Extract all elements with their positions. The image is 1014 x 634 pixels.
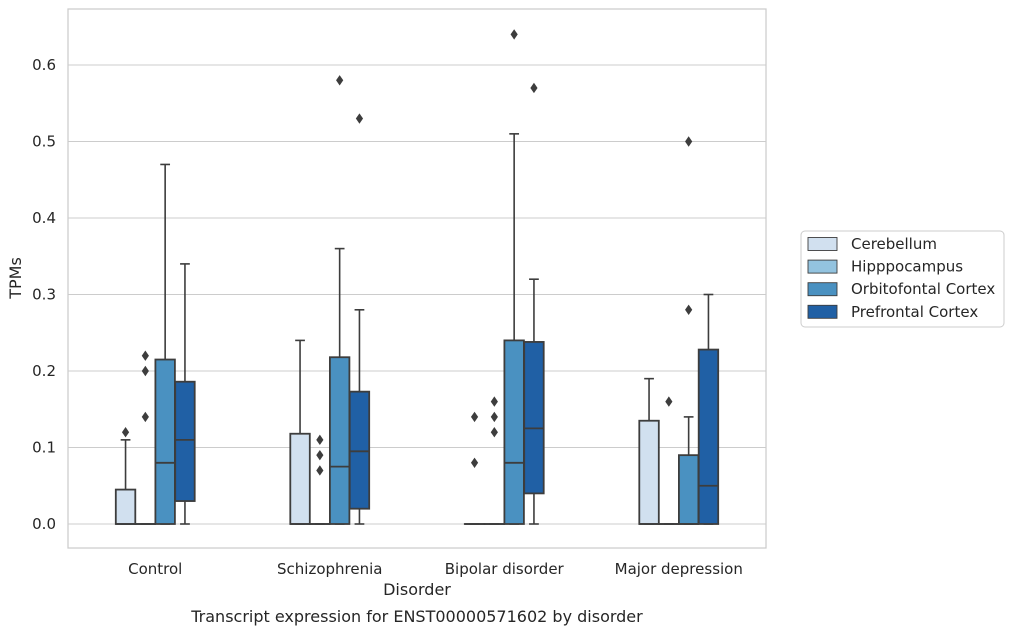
outlier-point [490,427,498,438]
y-tick-label: 0.2 [32,362,56,380]
box-hipppocampus-schizophrenia [309,434,331,525]
box-body [697,348,720,525]
outlier-point [490,396,498,407]
outlier-point [685,136,693,147]
legend-swatch [807,282,838,297]
box-orbitofontal-cortex-bipolar-disorder [503,29,525,525]
outlier-point [470,457,479,468]
legend-label: Cerebellum [851,235,937,253]
box-body [328,356,351,525]
y-axis-title: TPMs [6,257,25,300]
y-tick-label: 0.1 [32,439,56,457]
outlier-point [490,411,498,423]
legend-label: Prefrontal Cortex [851,303,978,321]
y-axis-ticks: 0.0 0.1 0.2 0.3 0.4 0.5 0.6 [32,56,56,533]
outlier-point [121,427,130,438]
legend-label: Orbitofontal Cortex [851,280,995,298]
legend-swatch [807,237,838,251]
x-tick-label: Major depression [615,560,743,578]
box-body [174,380,196,502]
y-tick-label: 0.3 [32,286,56,304]
box-cerebellum-schizophrenia [289,339,311,525]
x-axis-ticks: Control Schizophrenia Bipolar disorder Majo… [128,560,743,578]
box-body [638,419,660,525]
y-tick-label: 0.0 [32,515,56,533]
outlier-point [316,465,324,476]
box-hipppocampus-bipolar-disorder [483,396,506,525]
box-prefrontal-cortex-control [174,263,196,525]
box-orbitofontal-cortex-major-depression [678,136,700,525]
box-body [523,341,545,495]
y-tick-label: 0.6 [32,56,56,74]
outlier-point [141,365,149,377]
box-body [503,339,525,525]
legend-label: Hipppocampus [851,258,963,276]
y-tick-label: 0.4 [32,209,56,227]
box-marks [114,29,720,525]
box-cerebellum-bipolar-disorder [463,411,486,525]
box-hipppocampus-control [134,350,157,525]
box-body [289,432,311,525]
box-orbitofontal-cortex-schizophrenia [328,75,351,525]
outlier-point [685,304,693,315]
box-cerebellum-major-depression [638,377,660,525]
outlier-point [510,29,518,40]
box-body [154,358,176,525]
x-axis-title: Disorder [383,580,451,599]
chart-caption: Transcript expression for ENST0000057160… [190,607,643,626]
x-tick-label: Control [128,560,182,578]
box-cerebellum-control [114,427,137,525]
outlier-point [141,350,149,361]
legend-swatch [807,259,838,274]
box-prefrontal-cortex-major-depression [697,293,720,525]
x-tick-label: Schizophrenia [277,560,382,578]
plot-area-frame [67,8,767,549]
box-prefrontal-cortex-bipolar-disorder [523,82,545,525]
legend-frame [800,230,1005,328]
outlier-point [470,411,479,423]
outlier-point [316,449,324,461]
box-prefrontal-cortex-schizophrenia [348,113,371,525]
x-tick-label: Bipolar disorder [445,560,565,578]
outlier-point [355,113,364,124]
box-body [348,390,371,510]
box-body [114,488,137,525]
legend: Cerebellum Hipppocampus Orbitofontal Corte… [800,230,1005,328]
legend-swatch [807,304,838,319]
outlier-point [530,82,538,94]
box-hipppocampus-major-depression [658,396,680,525]
outlier-point [316,434,324,446]
outlier-point [665,396,673,407]
box-orbitofontal-cortex-control [154,163,176,525]
outlier-point [141,411,149,423]
outlier-point [336,75,344,86]
y-tick-label: 0.5 [32,133,56,151]
box-body [678,454,700,525]
